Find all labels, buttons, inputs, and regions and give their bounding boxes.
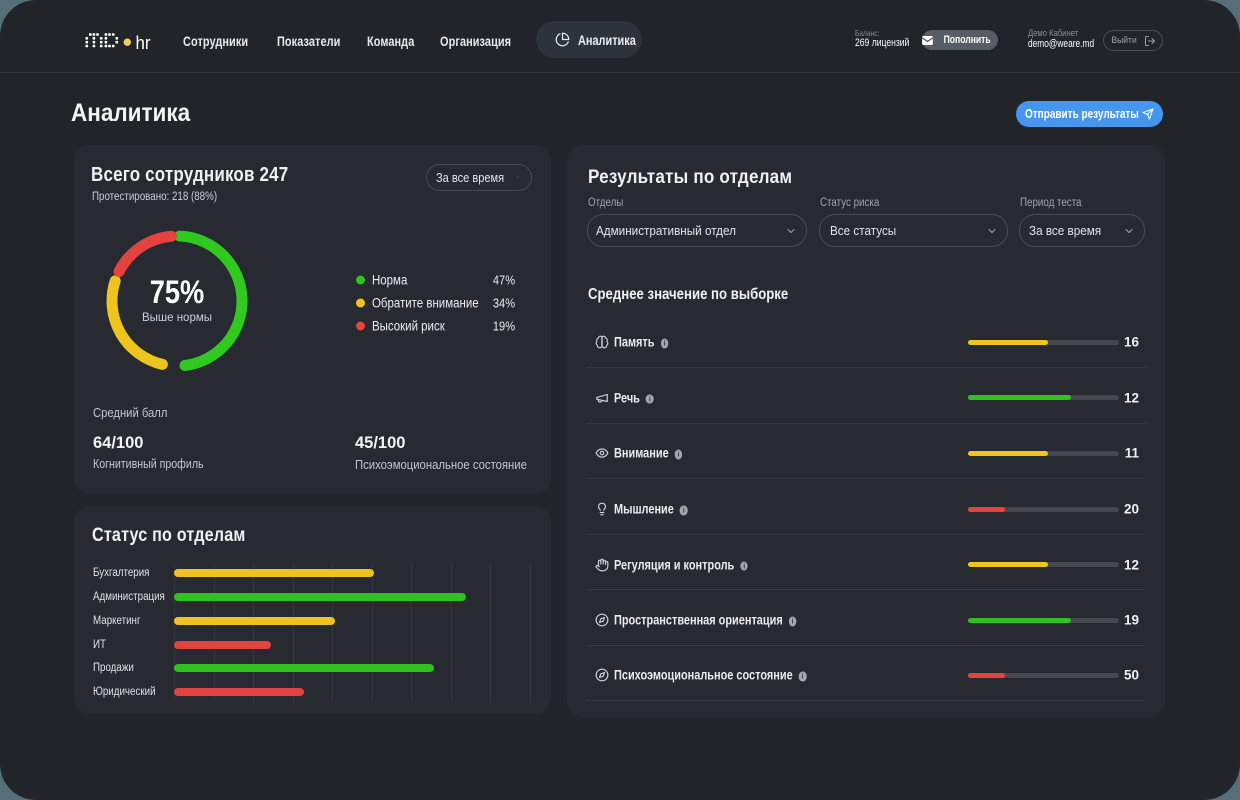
svg-text:hr: hr [136,32,151,53]
